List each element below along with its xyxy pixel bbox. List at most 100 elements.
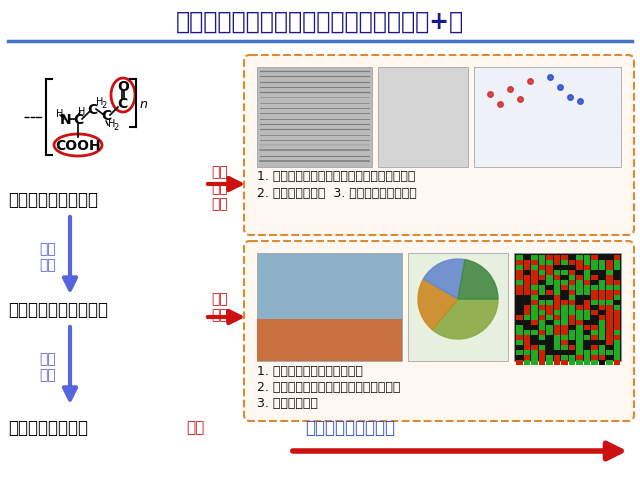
- FancyBboxPatch shape: [591, 336, 598, 340]
- FancyBboxPatch shape: [524, 345, 530, 350]
- FancyBboxPatch shape: [538, 255, 545, 260]
- FancyBboxPatch shape: [614, 255, 620, 260]
- FancyBboxPatch shape: [598, 286, 605, 290]
- FancyBboxPatch shape: [546, 350, 552, 355]
- FancyBboxPatch shape: [598, 350, 605, 355]
- FancyBboxPatch shape: [554, 360, 560, 365]
- FancyBboxPatch shape: [584, 300, 590, 305]
- FancyBboxPatch shape: [538, 300, 545, 305]
- FancyBboxPatch shape: [554, 325, 560, 330]
- FancyBboxPatch shape: [584, 305, 590, 310]
- FancyBboxPatch shape: [516, 295, 522, 300]
- FancyBboxPatch shape: [531, 276, 538, 280]
- FancyBboxPatch shape: [538, 336, 545, 340]
- FancyBboxPatch shape: [538, 320, 545, 325]
- FancyBboxPatch shape: [568, 270, 575, 275]
- FancyBboxPatch shape: [576, 305, 582, 310]
- FancyBboxPatch shape: [568, 265, 575, 270]
- FancyBboxPatch shape: [568, 340, 575, 345]
- FancyBboxPatch shape: [561, 270, 568, 275]
- FancyBboxPatch shape: [606, 270, 612, 275]
- FancyBboxPatch shape: [538, 270, 545, 275]
- FancyBboxPatch shape: [576, 325, 582, 330]
- FancyBboxPatch shape: [538, 276, 545, 280]
- FancyBboxPatch shape: [531, 280, 538, 285]
- Text: COOH: COOH: [55, 139, 101, 153]
- FancyBboxPatch shape: [606, 336, 612, 340]
- FancyBboxPatch shape: [591, 360, 598, 365]
- FancyBboxPatch shape: [531, 286, 538, 290]
- FancyBboxPatch shape: [606, 280, 612, 285]
- FancyBboxPatch shape: [554, 270, 560, 275]
- FancyBboxPatch shape: [546, 295, 552, 300]
- FancyBboxPatch shape: [538, 325, 545, 330]
- FancyBboxPatch shape: [598, 320, 605, 325]
- FancyBboxPatch shape: [568, 295, 575, 300]
- FancyBboxPatch shape: [516, 325, 522, 330]
- Text: 2: 2: [101, 101, 107, 110]
- Text: 保水: 保水: [212, 165, 228, 179]
- FancyBboxPatch shape: [546, 315, 552, 320]
- FancyBboxPatch shape: [531, 360, 538, 365]
- FancyBboxPatch shape: [531, 315, 538, 320]
- FancyBboxPatch shape: [524, 305, 530, 310]
- FancyBboxPatch shape: [614, 345, 620, 350]
- FancyBboxPatch shape: [598, 295, 605, 300]
- FancyBboxPatch shape: [524, 350, 530, 355]
- FancyBboxPatch shape: [524, 270, 530, 275]
- FancyBboxPatch shape: [584, 295, 590, 300]
- FancyBboxPatch shape: [606, 286, 612, 290]
- FancyBboxPatch shape: [524, 355, 530, 360]
- Text: C: C: [73, 113, 83, 127]
- FancyBboxPatch shape: [614, 325, 620, 330]
- FancyBboxPatch shape: [538, 315, 545, 320]
- FancyBboxPatch shape: [561, 311, 568, 315]
- FancyBboxPatch shape: [614, 280, 620, 285]
- FancyBboxPatch shape: [614, 355, 620, 360]
- Text: 作为氨基酸直接吸收: 作为氨基酸直接吸收: [305, 418, 395, 436]
- FancyBboxPatch shape: [591, 280, 598, 285]
- FancyBboxPatch shape: [546, 276, 552, 280]
- Text: 第三阶段：单体型: 第三阶段：单体型: [8, 418, 88, 436]
- FancyBboxPatch shape: [606, 330, 612, 335]
- FancyBboxPatch shape: [576, 315, 582, 320]
- FancyBboxPatch shape: [514, 253, 621, 361]
- FancyBboxPatch shape: [524, 340, 530, 345]
- FancyBboxPatch shape: [576, 270, 582, 275]
- FancyBboxPatch shape: [561, 350, 568, 355]
- FancyBboxPatch shape: [257, 253, 402, 361]
- FancyBboxPatch shape: [561, 300, 568, 305]
- Text: 第一阶段：大分子型: 第一阶段：大分子型: [8, 191, 98, 209]
- FancyBboxPatch shape: [474, 68, 621, 168]
- FancyBboxPatch shape: [568, 290, 575, 295]
- FancyBboxPatch shape: [516, 340, 522, 345]
- FancyBboxPatch shape: [606, 325, 612, 330]
- FancyBboxPatch shape: [554, 255, 560, 260]
- FancyBboxPatch shape: [576, 300, 582, 305]
- FancyBboxPatch shape: [584, 336, 590, 340]
- FancyBboxPatch shape: [516, 350, 522, 355]
- FancyBboxPatch shape: [576, 320, 582, 325]
- FancyBboxPatch shape: [561, 295, 568, 300]
- FancyBboxPatch shape: [561, 320, 568, 325]
- FancyBboxPatch shape: [606, 345, 612, 350]
- FancyBboxPatch shape: [524, 325, 530, 330]
- FancyBboxPatch shape: [584, 350, 590, 355]
- FancyBboxPatch shape: [598, 255, 605, 260]
- Text: H: H: [78, 107, 86, 117]
- FancyBboxPatch shape: [584, 320, 590, 325]
- FancyBboxPatch shape: [606, 360, 612, 365]
- FancyBboxPatch shape: [538, 355, 545, 360]
- FancyBboxPatch shape: [584, 340, 590, 345]
- FancyBboxPatch shape: [598, 355, 605, 360]
- Text: H: H: [96, 97, 104, 107]
- FancyBboxPatch shape: [614, 330, 620, 335]
- FancyBboxPatch shape: [561, 290, 568, 295]
- FancyBboxPatch shape: [531, 261, 538, 265]
- FancyBboxPatch shape: [614, 350, 620, 355]
- FancyBboxPatch shape: [554, 355, 560, 360]
- FancyBboxPatch shape: [546, 355, 552, 360]
- FancyBboxPatch shape: [516, 305, 522, 310]
- FancyBboxPatch shape: [538, 345, 545, 350]
- FancyBboxPatch shape: [554, 336, 560, 340]
